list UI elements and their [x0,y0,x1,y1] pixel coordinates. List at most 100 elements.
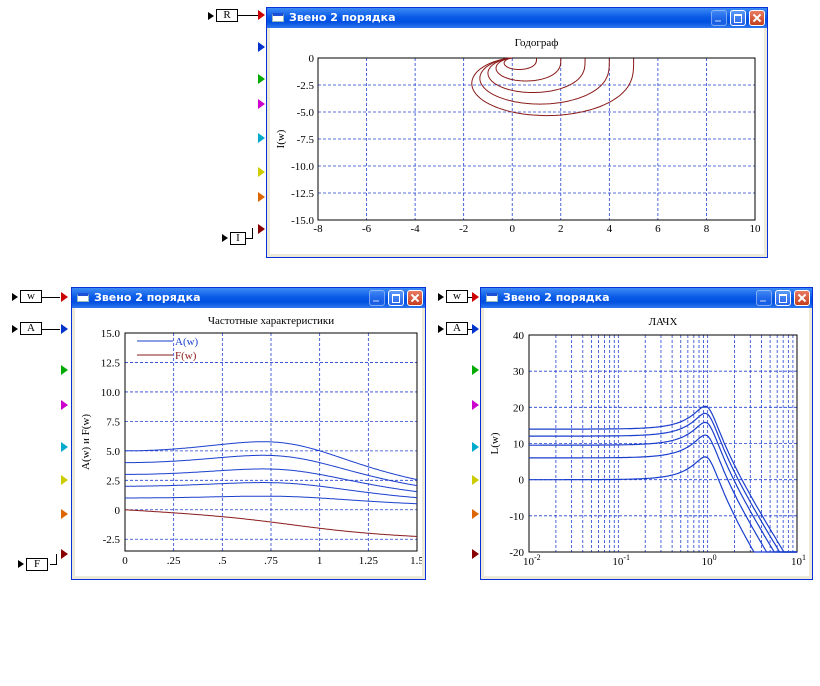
input-port[interactable] [61,292,68,302]
input-port[interactable] [258,224,265,234]
plot-frame [124,332,418,552]
y-tick-label: 15.0 [101,328,121,340]
x-tick-label: -6 [362,223,372,235]
input-port[interactable] [472,324,479,334]
input-port[interactable] [61,549,68,559]
input-port[interactable] [61,400,68,410]
input-port[interactable] [472,549,479,559]
amplitude-curve [125,468,418,493]
input-arrow [208,12,214,20]
x-tick-label: 2 [558,223,564,235]
x-tick-label: 0 [509,223,515,235]
x-tick-label: .75 [264,555,278,567]
input-port[interactable] [258,192,265,202]
y-tick-label: -15.0 [291,215,314,227]
y-tick-label: 12.5 [101,357,121,369]
legend-label-a: A(w) [175,336,199,348]
input-port[interactable] [258,167,265,177]
window-titlebar[interactable]: Звено 2 порядка [267,8,767,28]
input-arrow [438,293,444,301]
close-button[interactable] [794,290,810,306]
chart-title: ЛАЧХ [649,316,678,328]
y-tick-label: 5.0 [106,446,120,458]
x-tick-label: 10 [523,556,535,568]
x-tick-label: 1 [317,555,323,567]
input-port[interactable] [61,365,68,375]
block-a[interactable]: A [20,322,42,335]
input-arrow [222,234,228,242]
window-hodograph[interactable]: Звено 2 порядка Годограф I(w) -8 -6 -4 -2 0 2 4 6… [266,7,768,258]
block-w[interactable]: w [20,290,42,303]
x-tick-exponent: 0 [713,553,717,562]
input-port[interactable] [258,74,265,84]
block-i[interactable]: I [230,232,246,245]
minimize-button[interactable] [756,290,772,306]
y-tick-label: -7.5 [297,134,315,146]
x-tick-label: 0 [122,555,128,567]
input-port[interactable] [258,10,265,20]
x-tick-label: 10 [702,556,714,568]
block-a[interactable]: A [446,322,468,335]
window-icon [486,293,498,302]
wire [56,554,57,564]
wire [238,15,258,16]
plot-area: Частотные характеристики A(w) и F(w) 0 .25.… [75,308,422,576]
y-tick-label: 7.5 [106,416,120,428]
plot-area: Годограф I(w) -8 -6 -4 -2 0 2 4 6 8 10 0 -2.5 -5.0 -7.5… [270,28,764,254]
close-button[interactable] [749,10,765,26]
y-tick-label: 0 [519,475,525,487]
y-tick-label: 30 [513,366,525,378]
block-r[interactable]: R [216,9,238,22]
input-port[interactable] [472,292,479,302]
window-titlebar[interactable]: Звено 2 порядка [72,288,425,308]
input-port[interactable] [472,442,479,452]
x-tick-label: 8 [704,223,710,235]
input-port[interactable] [61,475,68,485]
wire [50,564,57,565]
input-port[interactable] [472,475,479,485]
x-tick-label: 1.5 [410,555,422,567]
input-port[interactable] [258,99,265,109]
x-tick-label: 4 [607,223,613,235]
y-tick-label: 10.0 [101,387,121,399]
y-tick-label: 40 [513,330,525,342]
amplitude-curve [125,495,417,505]
input-port[interactable] [472,365,479,375]
window-title: Звено 2 порядка [503,291,610,304]
block-f[interactable]: F [26,558,48,571]
y-tick-label: -10 [509,511,524,523]
hodograph-curve [471,57,635,117]
maximize-button[interactable] [730,10,746,26]
input-port[interactable] [472,400,479,410]
lachx-curve [529,456,797,553]
chart-title: Частотные характеристики [208,315,334,327]
window-frequency[interactable]: Звено 2 порядка Частотные характеристики… [71,287,426,580]
input-port[interactable] [61,509,68,519]
block-w[interactable]: w [446,290,468,303]
y-tick-label: -10.0 [291,161,314,173]
minimize-button[interactable] [711,10,727,26]
hodograph-curve [479,57,610,105]
x-tick-label: 10 [791,556,803,568]
window-titlebar[interactable]: Звено 2 порядка [481,288,812,308]
y-tick-label: -20 [509,547,524,559]
window-lachx[interactable]: Звено 2 порядка ЛАЧХ L(w) 40 30 20 10 0 -10 -20 1… [480,287,813,580]
input-port[interactable] [258,133,265,143]
maximize-button[interactable] [388,290,404,306]
close-button[interactable] [407,290,423,306]
input-port[interactable] [472,509,479,519]
wire [252,228,253,238]
maximize-button[interactable] [775,290,791,306]
input-port[interactable] [258,42,265,52]
x-tick-label: -8 [313,223,323,235]
minimize-button[interactable] [369,290,385,306]
y-axis-label: A(w) и F(w) [80,414,92,470]
window-icon [77,293,89,302]
input-port[interactable] [61,442,68,452]
y-tick-label: -5.0 [297,107,315,119]
input-port[interactable] [61,324,68,334]
y-tick-label: -12.5 [291,188,314,200]
x-tick-label: 10 [612,556,624,568]
y-tick-label: 0 [309,53,315,65]
